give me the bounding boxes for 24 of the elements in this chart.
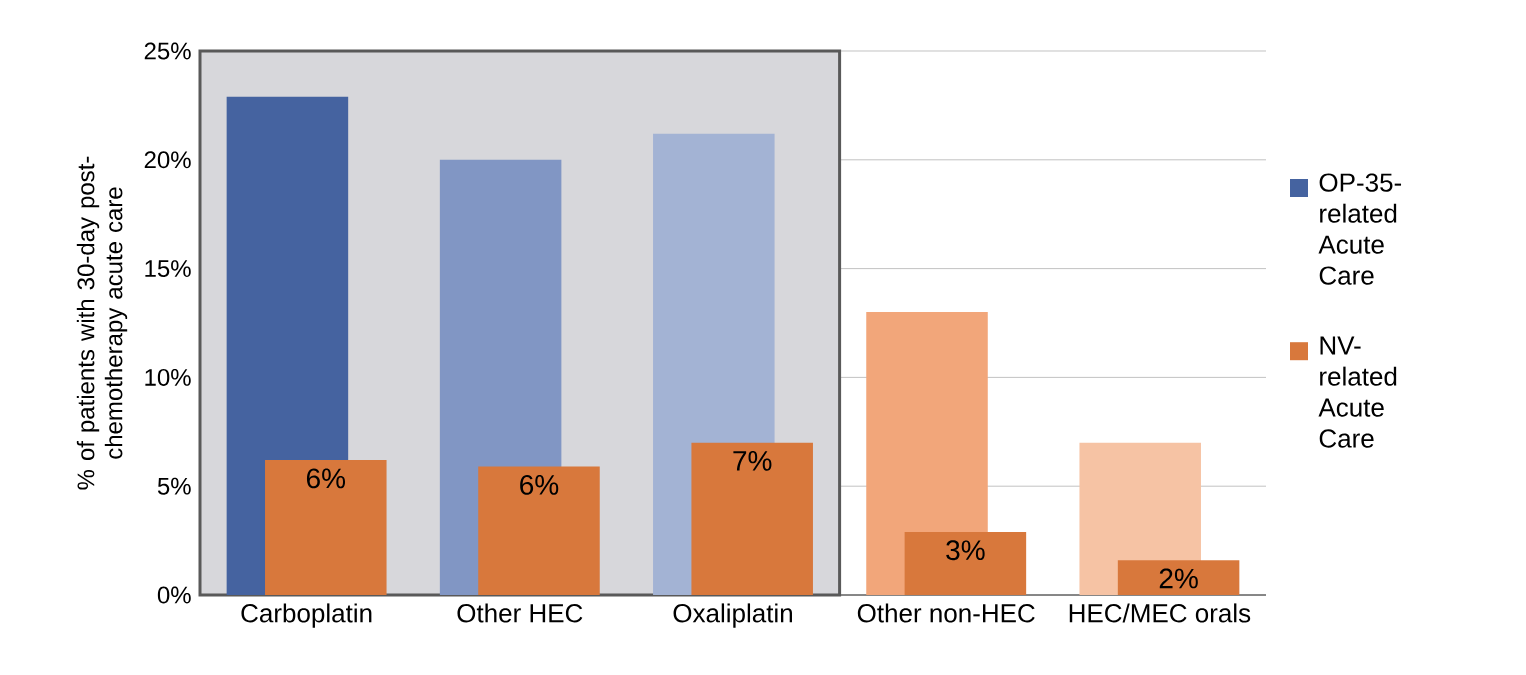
- y-tick-label: 5%: [157, 477, 191, 495]
- legend-label: OP-35-related Acute Care: [1318, 173, 1402, 285]
- data-label: 2%: [1159, 568, 1198, 589]
- x-tick-label: Oxaliplatin: [673, 603, 792, 628]
- x-tick-label: Other HEC: [457, 603, 583, 623]
- data-label: 6%: [306, 468, 346, 489]
- y-tick-label: 10%: [145, 368, 191, 386]
- y-tick-label: 15%: [145, 260, 191, 278]
- y-tick-label: 0%: [157, 586, 191, 604]
- data-label: 6%: [520, 474, 559, 495]
- bar: [265, 460, 387, 595]
- x-tick-label: HEC/MEC orals: [1069, 603, 1251, 623]
- bar: [904, 531, 1027, 595]
- y-tick-label: 20%: [144, 151, 191, 169]
- y-axis-title: % of patients with 30-day post-chemotherapy acute care: [76, 156, 128, 490]
- data-label: 3%: [946, 540, 985, 561]
- x-tick-label: Other non-HEC: [857, 603, 1035, 623]
- data-label: 7%: [733, 451, 772, 471]
- legend-label: NV-related Acute Care: [1318, 336, 1397, 448]
- x-tick-label: Carboplatin: [241, 603, 372, 628]
- bar: [478, 466, 600, 595]
- bar: [1117, 560, 1240, 595]
- bar: [691, 442, 813, 595]
- y-tick-label: 25%: [144, 42, 191, 60]
